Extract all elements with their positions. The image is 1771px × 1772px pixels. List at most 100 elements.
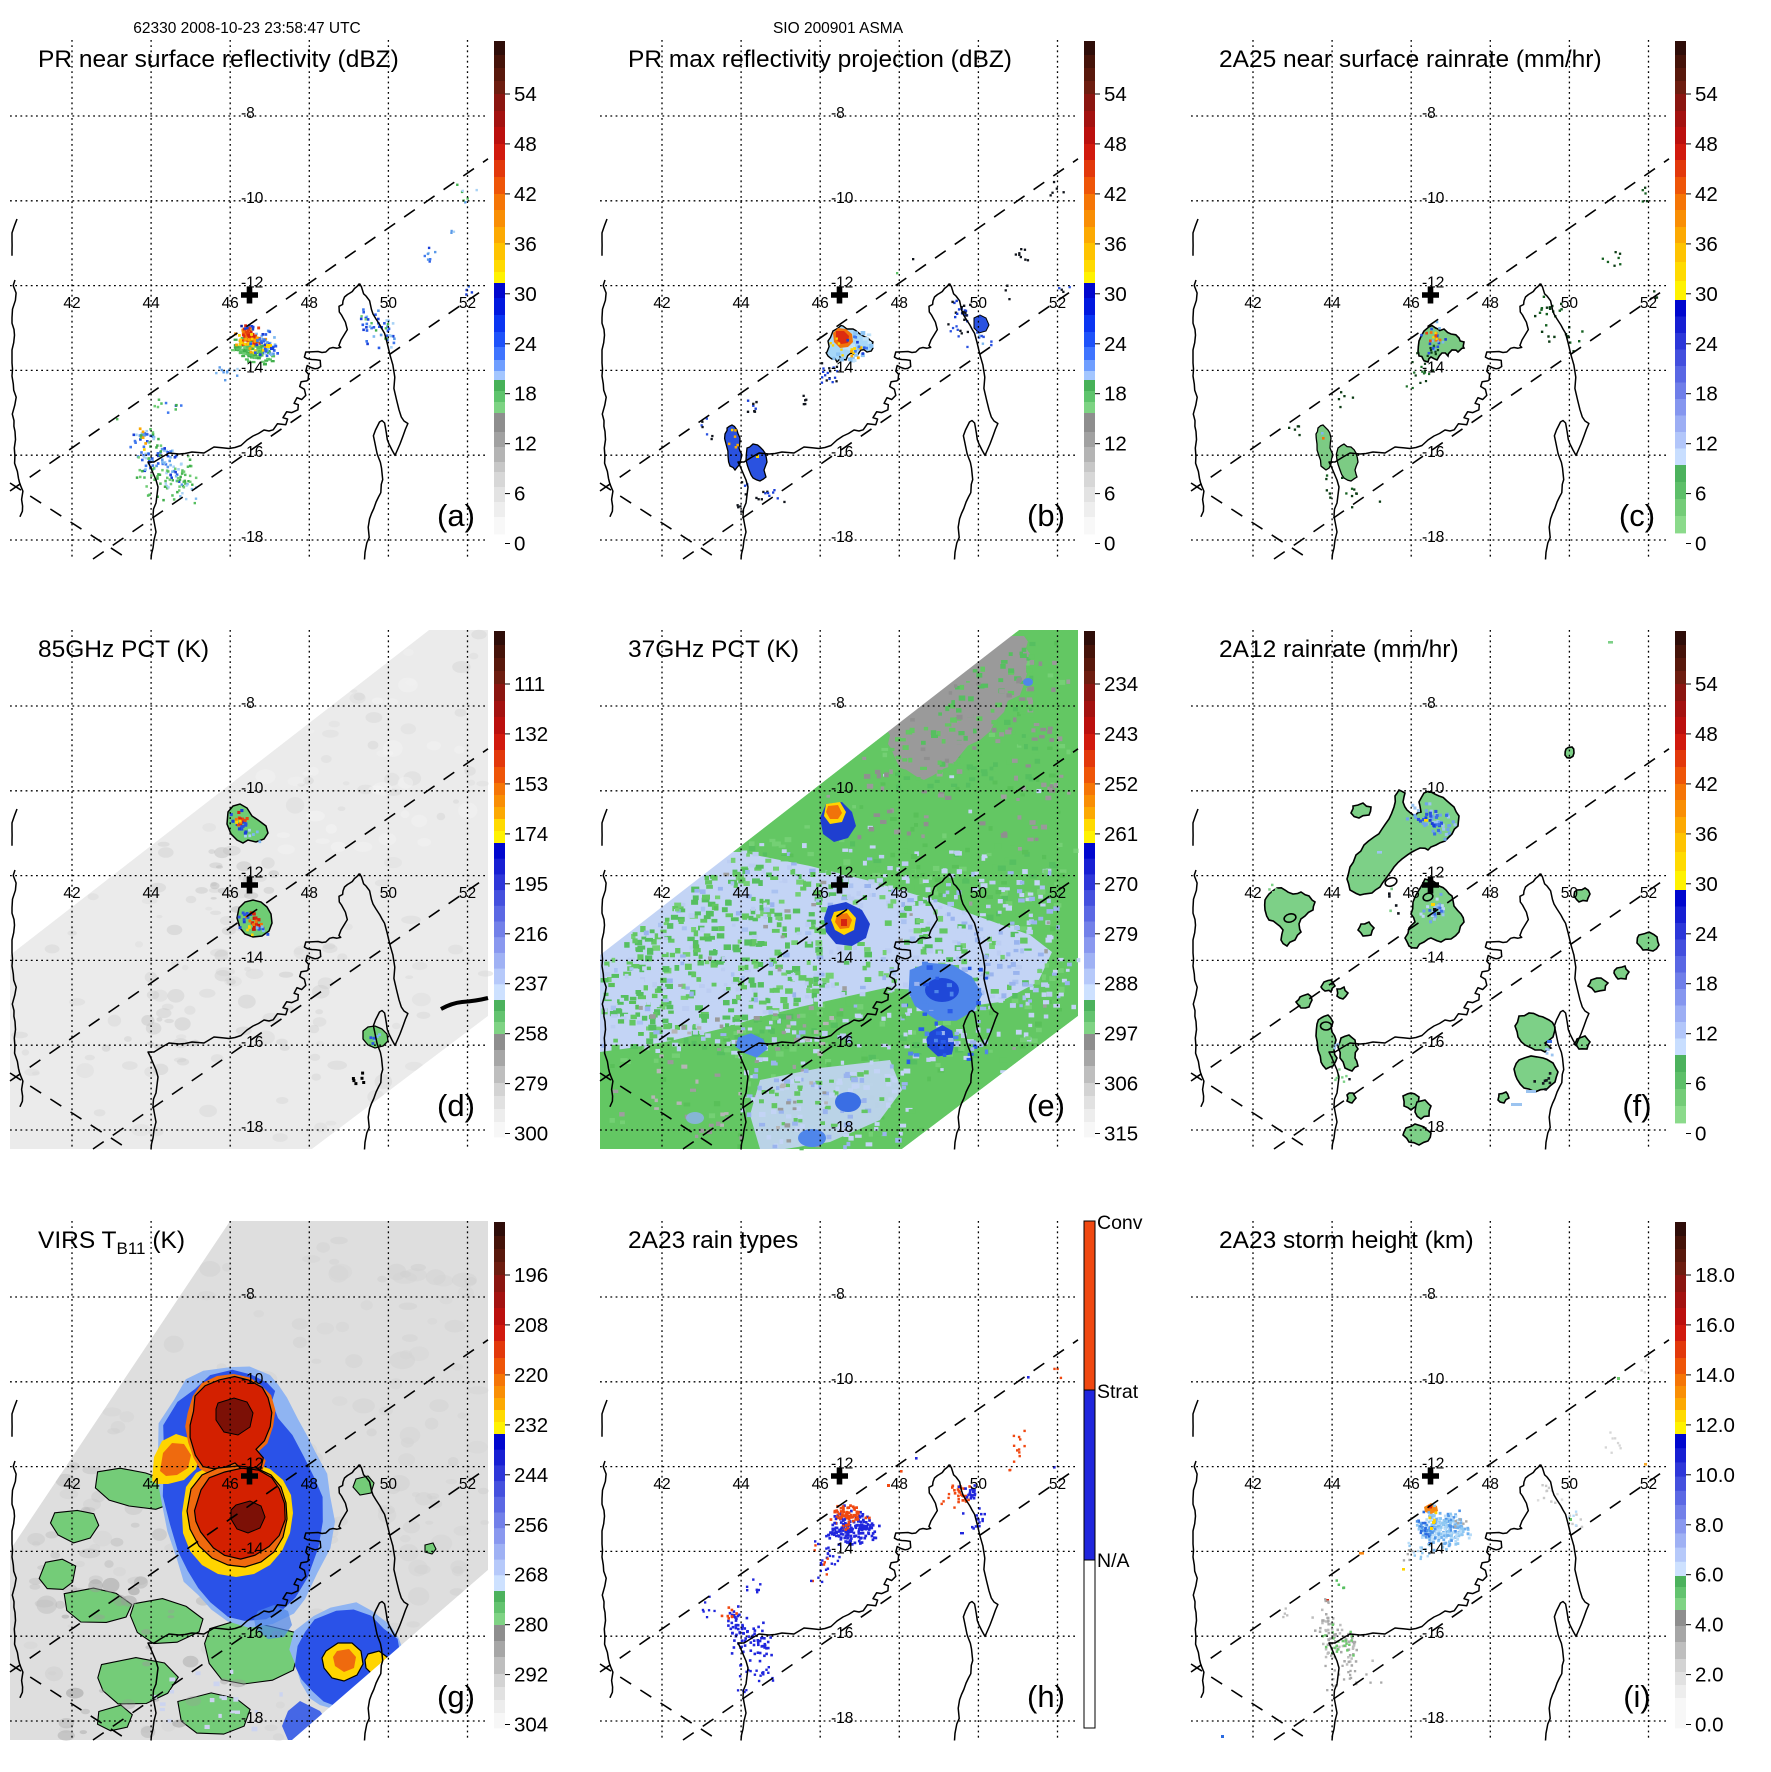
svg-text:232: 232 [514, 1414, 548, 1437]
svg-text:36: 36 [1695, 823, 1718, 846]
svg-text:24: 24 [1104, 333, 1127, 356]
svg-text:174: 174 [514, 823, 548, 846]
svg-text:6.0: 6.0 [1695, 1563, 1724, 1586]
svg-text:42: 42 [514, 183, 537, 206]
svg-text:24: 24 [514, 333, 537, 356]
svg-text:30: 30 [1695, 283, 1718, 306]
svg-text:2A23 storm height (km): 2A23 storm height (km) [1219, 1227, 1474, 1254]
svg-text:256: 256 [514, 1513, 548, 1536]
svg-text:111: 111 [514, 673, 545, 696]
svg-text:48: 48 [1104, 133, 1127, 156]
svg-text:0.0: 0.0 [1695, 1713, 1724, 1736]
svg-text:234: 234 [1104, 673, 1138, 696]
svg-text:85GHz PCT (K): 85GHz PCT (K) [38, 636, 209, 663]
svg-text:N/A: N/A [1097, 1550, 1130, 1572]
svg-text:48: 48 [514, 133, 537, 156]
svg-text:280: 280 [514, 1613, 548, 1636]
svg-text:PR max reflectivity projection: PR max reflectivity projection (dBZ) [628, 46, 1012, 73]
svg-text:(h): (h) [1027, 1679, 1065, 1714]
svg-text:42: 42 [1695, 183, 1718, 206]
svg-text:48: 48 [1695, 133, 1718, 156]
svg-text:37GHz PCT (K): 37GHz PCT (K) [628, 636, 799, 663]
svg-text:24: 24 [1695, 333, 1718, 356]
svg-text:6: 6 [514, 483, 525, 506]
svg-text:220: 220 [514, 1364, 548, 1387]
svg-text:12.0: 12.0 [1695, 1414, 1735, 1437]
svg-text:244: 244 [514, 1463, 548, 1486]
svg-text:SIO 200901 ASMA: SIO 200901 ASMA [773, 20, 904, 37]
svg-text:304: 304 [514, 1713, 548, 1736]
svg-text:42: 42 [1104, 183, 1127, 206]
svg-text:VIRS TB11 (K): VIRS TB11 (K) [38, 1227, 185, 1258]
svg-text:258: 258 [514, 1023, 548, 1046]
svg-text:0: 0 [514, 533, 525, 556]
svg-text:279: 279 [514, 1073, 548, 1096]
svg-text:10.0: 10.0 [1695, 1463, 1735, 1486]
svg-text:288: 288 [1104, 973, 1138, 996]
svg-text:153: 153 [514, 773, 548, 796]
svg-text:30: 30 [1695, 873, 1718, 896]
svg-text:(c): (c) [1619, 498, 1655, 533]
svg-text:6: 6 [1104, 483, 1115, 506]
svg-text:18: 18 [1695, 383, 1718, 406]
svg-text:6: 6 [1695, 483, 1706, 506]
svg-text:12: 12 [1104, 433, 1127, 456]
svg-text:208: 208 [514, 1314, 548, 1337]
svg-text:2A25 near surface rainrate (mm: 2A25 near surface rainrate (mm/hr) [1219, 46, 1602, 73]
svg-text:(e): (e) [1027, 1088, 1065, 1123]
svg-text:48: 48 [1695, 723, 1718, 746]
svg-text:279: 279 [1104, 923, 1138, 946]
svg-text:292: 292 [514, 1663, 548, 1686]
svg-text:54: 54 [1695, 673, 1718, 696]
svg-text:(a): (a) [437, 498, 475, 533]
svg-text:300: 300 [514, 1123, 548, 1146]
svg-text:42: 42 [1695, 773, 1718, 796]
svg-text:18.0: 18.0 [1695, 1264, 1735, 1287]
svg-text:297: 297 [1104, 1023, 1138, 1046]
svg-text:195: 195 [514, 873, 548, 896]
svg-text:0: 0 [1695, 1123, 1706, 1146]
svg-text:18: 18 [514, 383, 537, 406]
svg-text:216: 216 [514, 923, 548, 946]
svg-text:196: 196 [514, 1264, 548, 1287]
svg-text:12: 12 [1695, 1023, 1718, 1046]
svg-text:(f): (f) [1622, 1088, 1651, 1123]
svg-text:36: 36 [514, 233, 537, 256]
svg-text:36: 36 [1104, 233, 1127, 256]
svg-text:261: 261 [1104, 823, 1138, 846]
svg-text:54: 54 [1695, 83, 1718, 106]
svg-text:62330 2008-10-23 23:58:47 UTC: 62330 2008-10-23 23:58:47 UTC [133, 20, 361, 37]
svg-text:12: 12 [1695, 433, 1718, 456]
svg-text:24: 24 [1695, 923, 1718, 946]
svg-text:12: 12 [514, 433, 537, 456]
svg-text:(b): (b) [1027, 498, 1065, 533]
svg-text:18: 18 [1695, 973, 1718, 996]
svg-text:36: 36 [1695, 233, 1718, 256]
svg-text:6: 6 [1695, 1073, 1706, 1096]
svg-text:237: 237 [514, 973, 548, 996]
svg-text:270: 270 [1104, 873, 1138, 896]
svg-text:Strat: Strat [1097, 1381, 1139, 1403]
svg-text:306: 306 [1104, 1073, 1138, 1096]
svg-text:(g): (g) [437, 1679, 475, 1714]
svg-text:243: 243 [1104, 723, 1138, 746]
svg-text:0: 0 [1104, 533, 1115, 556]
svg-text:2.0: 2.0 [1695, 1663, 1724, 1686]
svg-text:132: 132 [514, 723, 548, 746]
svg-text:54: 54 [1104, 83, 1127, 106]
svg-text:54: 54 [514, 83, 537, 106]
svg-text:(i): (i) [1623, 1679, 1651, 1714]
svg-text:0: 0 [1695, 533, 1706, 556]
svg-text:4.0: 4.0 [1695, 1613, 1724, 1636]
svg-text:8.0: 8.0 [1695, 1513, 1724, 1536]
svg-text:PR near surface reflectivity (: PR near surface reflectivity (dBZ) [38, 46, 399, 73]
svg-text:Conv: Conv [1097, 1212, 1143, 1234]
svg-text:30: 30 [514, 283, 537, 306]
svg-text:(d): (d) [437, 1088, 475, 1123]
svg-text:252: 252 [1104, 773, 1138, 796]
svg-text:16.0: 16.0 [1695, 1314, 1735, 1337]
svg-text:268: 268 [514, 1563, 548, 1586]
svg-text:18: 18 [1104, 383, 1127, 406]
svg-text:2A12 rainrate (mm/hr): 2A12 rainrate (mm/hr) [1219, 636, 1459, 663]
svg-text:14.0: 14.0 [1695, 1364, 1735, 1387]
